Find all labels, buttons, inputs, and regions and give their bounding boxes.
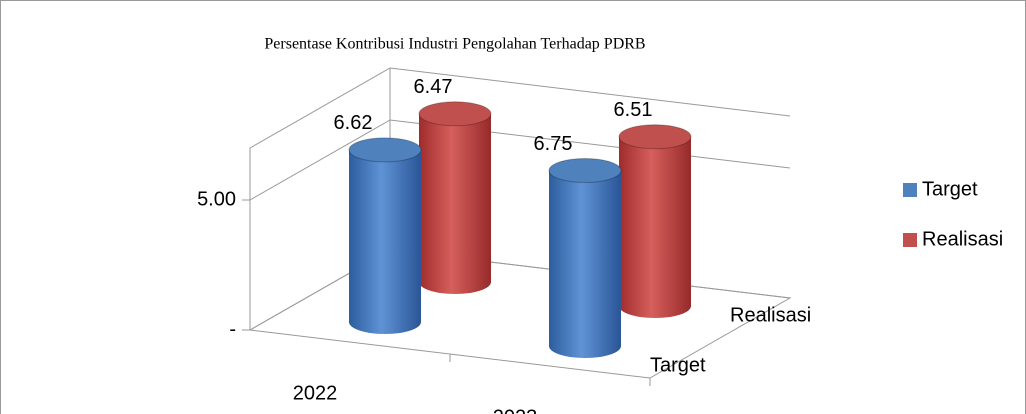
- data-label: 6.75: [534, 133, 573, 155]
- data-label: 6.62: [334, 112, 373, 134]
- legend-swatch: [903, 233, 917, 247]
- bar-top: [618, 124, 692, 150]
- x-tick-label: 2023: [493, 406, 538, 414]
- y-tick-label: 5.00: [197, 188, 236, 210]
- bar: [419, 113, 491, 294]
- floor: [248, 249, 792, 379]
- bar-top: [548, 158, 622, 183]
- bar: [619, 136, 691, 318]
- legend-label: Realisasi: [922, 228, 1003, 250]
- depth-label: Realisasi: [730, 304, 811, 326]
- walls: [249, 67, 791, 330]
- legend-label: Target: [922, 178, 978, 200]
- bar-top: [418, 101, 492, 127]
- data-label: 6.51: [614, 99, 653, 121]
- grid-line: [249, 119, 791, 201]
- bar: [349, 149, 421, 334]
- legend-swatch: [903, 183, 917, 197]
- x-tick-label: 2022: [293, 382, 338, 404]
- data-label: 6.47: [414, 76, 453, 98]
- bar-top: [348, 137, 422, 163]
- bar: [549, 170, 621, 358]
- chart-title: Persentase Kontribusi Industri Pengolaha…: [264, 36, 645, 53]
- y-tick-label: -: [229, 318, 236, 340]
- depth-label: Target: [650, 354, 706, 376]
- grid-line: [249, 249, 791, 331]
